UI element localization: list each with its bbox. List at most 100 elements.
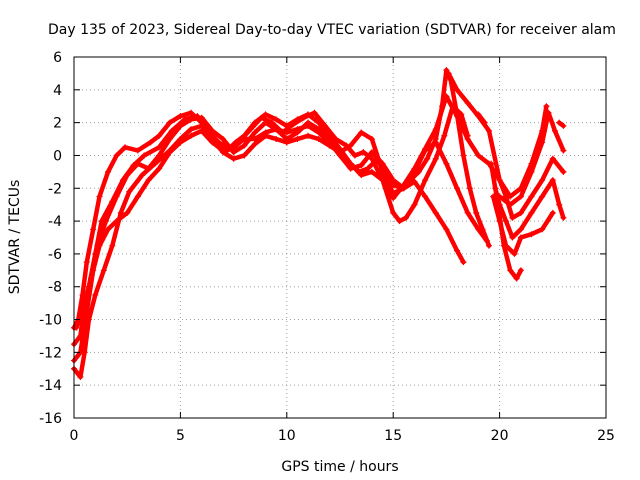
data-point: [485, 127, 492, 134]
x-tick-label: 25: [597, 428, 615, 444]
data-point: [507, 267, 514, 274]
data-point: [400, 181, 407, 188]
data-point: [92, 291, 99, 298]
data-point: [539, 193, 546, 200]
data-point: [460, 259, 467, 266]
data-point: [90, 226, 97, 233]
data-point: [528, 193, 535, 200]
data-point: [141, 152, 148, 159]
data-point: [500, 242, 507, 249]
data-point: [560, 214, 567, 221]
data-point: [119, 177, 126, 184]
y-axis-label: SDTVAR / TECUs: [7, 180, 23, 295]
data-point: [464, 99, 471, 106]
data-point: [92, 250, 99, 257]
data-point: [130, 162, 137, 169]
data-point: [475, 226, 482, 233]
data-point: [305, 132, 312, 139]
data-point: [283, 139, 290, 146]
data-point: [337, 152, 343, 159]
data-point: [517, 267, 524, 274]
data-point: [390, 195, 397, 202]
data-point: [156, 165, 163, 172]
data-point: [226, 145, 233, 152]
data-point: [481, 119, 488, 126]
data-point: [311, 109, 318, 116]
data-point: [496, 193, 503, 200]
data-series-12: [476, 112, 487, 125]
data-point: [496, 177, 503, 184]
data-point: [358, 129, 365, 136]
data-point: [145, 177, 152, 184]
data-point: [156, 132, 163, 139]
data-point: [105, 226, 112, 233]
y-tick-label: -2: [48, 181, 62, 197]
data-point: [347, 165, 354, 172]
data-point: [517, 226, 524, 233]
data-point: [368, 149, 375, 156]
data-point: [219, 136, 226, 143]
data-point: [422, 145, 429, 152]
data-point: [273, 136, 280, 143]
data-point: [551, 127, 558, 134]
data-point: [358, 162, 365, 169]
data-point: [528, 168, 535, 175]
data-point: [528, 209, 535, 216]
data-point: [475, 111, 482, 118]
x-tick-label: 0: [70, 428, 79, 444]
data-point: [502, 218, 509, 225]
data-point: [109, 198, 116, 205]
y-tick-label: 6: [53, 50, 62, 66]
data-point: [488, 160, 495, 167]
x-tick-label: 20: [491, 428, 509, 444]
data-point: [294, 136, 301, 143]
data-point: [181, 116, 188, 123]
data-point: [422, 177, 429, 184]
data-point: [177, 113, 184, 120]
data-point: [126, 188, 133, 195]
y-tick-label: -6: [48, 247, 62, 263]
data-point: [236, 137, 243, 144]
chart-title: Day 135 of 2023, Sidereal Day-to-day VTE…: [48, 22, 616, 38]
data-point: [105, 168, 112, 175]
data-point: [454, 86, 461, 93]
data-point: [209, 139, 216, 146]
data-point: [368, 168, 375, 175]
data-point: [549, 177, 556, 184]
data-point: [539, 139, 546, 146]
data-point: [390, 209, 397, 216]
y-tick-label: -8: [48, 280, 62, 296]
data-point: [539, 226, 546, 233]
data-point: [351, 152, 358, 159]
data-point: [402, 214, 409, 221]
data-point: [517, 234, 524, 241]
data-point: [443, 67, 450, 74]
y-tick-label: 2: [53, 116, 62, 132]
data-point: [188, 109, 195, 116]
data-point: [443, 93, 450, 100]
data-point: [251, 136, 258, 143]
data-point: [460, 152, 467, 159]
data-point: [98, 218, 105, 225]
data-point: [268, 119, 275, 126]
data-point: [560, 168, 567, 175]
data-point: [432, 155, 439, 162]
data-point: [528, 231, 535, 238]
data-point: [432, 139, 439, 146]
data-point: [432, 209, 439, 216]
data-point: [364, 165, 371, 172]
data-point: [215, 139, 222, 146]
data-point: [241, 152, 248, 159]
y-axis: -16 -14 -12 -10 -8 -6 -4 -2 0 2 4 6: [39, 50, 606, 427]
data-point: [517, 193, 524, 200]
data-point: [511, 250, 518, 257]
data-point: [513, 275, 520, 282]
data-point: [454, 185, 461, 192]
data-point: [294, 126, 301, 133]
data-point: [166, 119, 173, 126]
data-point: [422, 193, 429, 200]
data-point: [315, 136, 322, 143]
data-point: [156, 144, 163, 151]
y-tick-label: -10: [39, 313, 62, 329]
data-point: [177, 139, 184, 146]
